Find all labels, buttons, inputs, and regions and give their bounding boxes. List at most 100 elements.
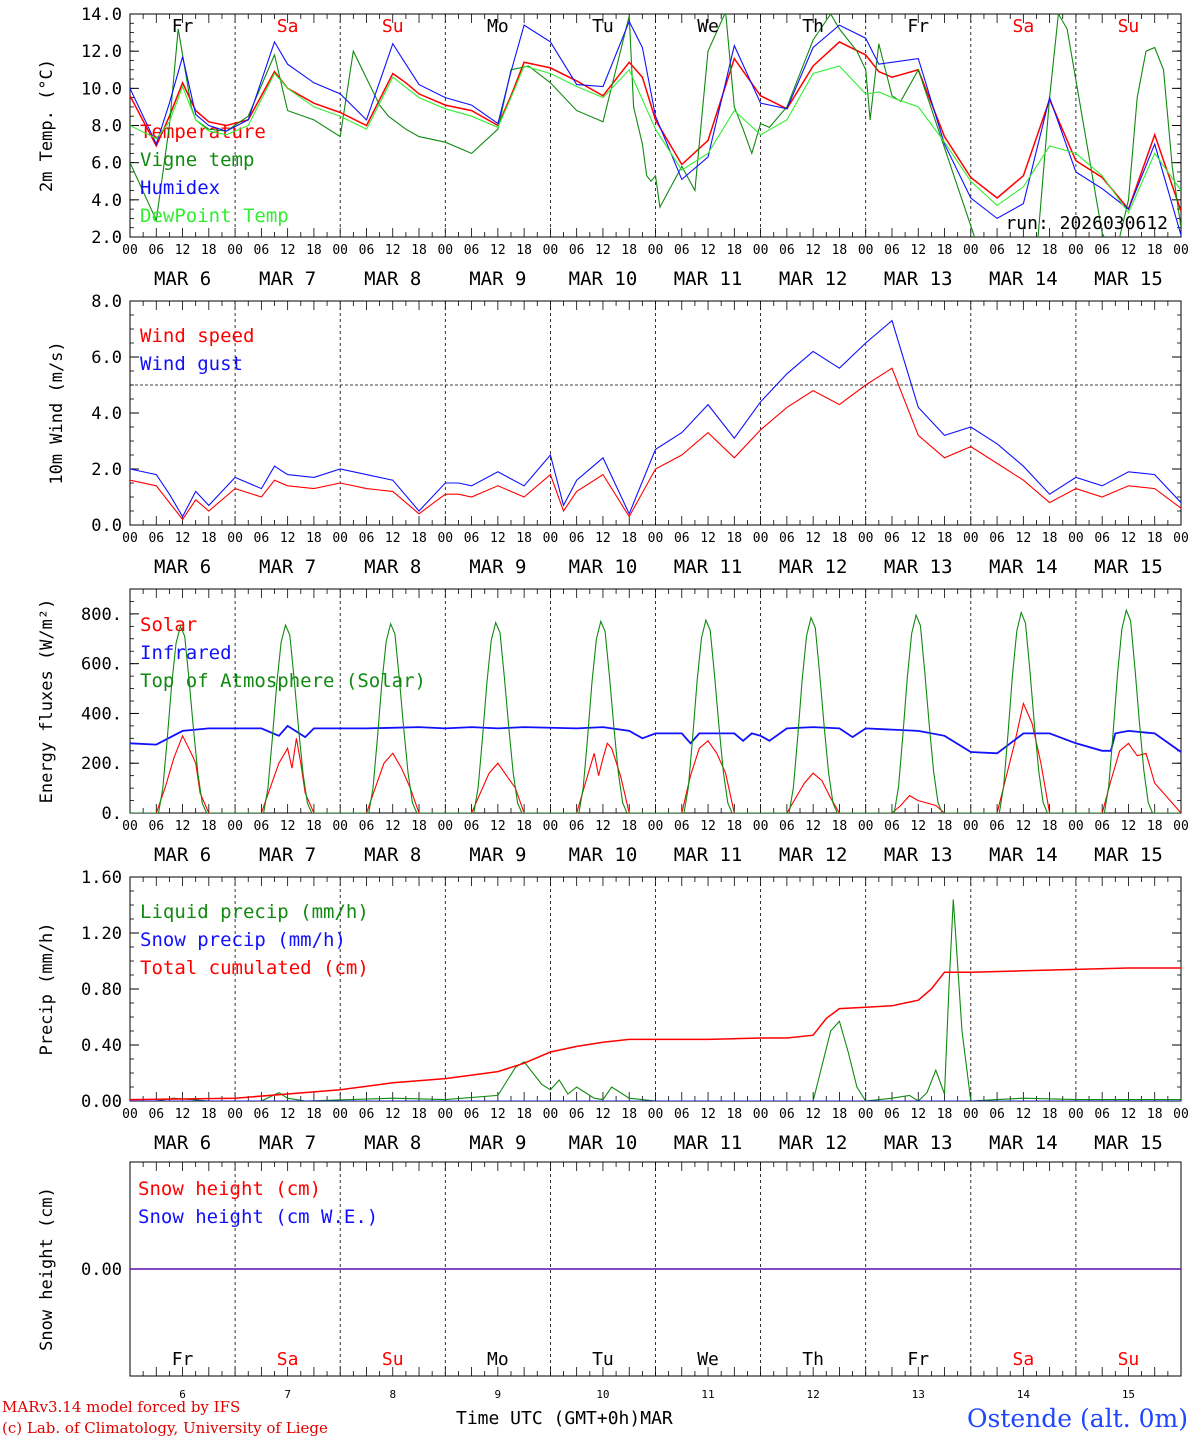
- hour-tick-label: 18: [726, 243, 742, 258]
- hour-tick-label: 12: [805, 531, 821, 546]
- series-line-infrared: [130, 724, 1181, 755]
- day-label: MAR 10: [569, 556, 638, 578]
- hour-tick-label: 00: [332, 819, 348, 834]
- hour-tick-label: 18: [306, 819, 322, 834]
- y-axis-label: 10m Wind (m/s): [47, 341, 67, 484]
- day-label: MAR 7: [259, 556, 316, 578]
- hour-tick-label: 18: [832, 819, 848, 834]
- hour-tick-label: 06: [464, 243, 480, 258]
- y-tick-label: 6.0: [91, 348, 122, 368]
- hour-tick-label: 06: [1094, 1107, 1110, 1122]
- day-label: MAR 12: [779, 1132, 848, 1154]
- legend-entry: Temperature: [140, 121, 266, 143]
- day-label: MAR 9: [469, 556, 526, 578]
- series-line-humidex: [130, 20, 1181, 236]
- weekday-label-top: Mo: [487, 16, 509, 37]
- hour-tick-label: 12: [385, 243, 401, 258]
- hour-tick-label: 12: [490, 243, 506, 258]
- hour-tick-label: 00: [858, 243, 874, 258]
- hour-tick-label: 12: [805, 243, 821, 258]
- hour-tick-label: 12: [1016, 243, 1032, 258]
- hour-tick-label: 00: [543, 819, 559, 834]
- day-label: MAR 9: [469, 1132, 526, 1154]
- hour-tick-label: 18: [516, 819, 532, 834]
- day-label: MAR 14: [989, 268, 1058, 290]
- hour-tick-label: 12: [700, 243, 716, 258]
- legend-entry: Snow height (cm W.E.): [138, 1206, 378, 1228]
- day-number-label: 6: [179, 1388, 186, 1401]
- hour-tick-label: 12: [175, 1107, 191, 1122]
- hour-tick-label: 06: [148, 819, 164, 834]
- day-label: MAR 7: [259, 844, 316, 866]
- day-label: MAR 13: [884, 844, 953, 866]
- y-tick-label: 200.: [81, 754, 122, 774]
- weekday-label-bottom: Sa: [277, 1349, 299, 1370]
- hour-tick-label: 12: [910, 531, 926, 546]
- weekday-label-bottom: Su: [1118, 1349, 1140, 1370]
- hour-tick-label: 06: [569, 819, 585, 834]
- day-number-label: 14: [1017, 1388, 1031, 1401]
- hour-tick-label: 12: [385, 819, 401, 834]
- hour-tick-label: 00: [753, 819, 769, 834]
- hour-tick-label: 00: [963, 1107, 979, 1122]
- series-line-dewpoint-temp: [130, 65, 1181, 214]
- weekday-label-top: Su: [382, 16, 404, 37]
- hour-tick-label: 06: [884, 243, 900, 258]
- weekday-label-top: Fr: [907, 16, 929, 37]
- hour-tick-label: 06: [464, 531, 480, 546]
- hour-tick-label: 00: [437, 243, 453, 258]
- hour-tick-label: 12: [280, 243, 296, 258]
- hour-tick-label: 12: [595, 1107, 611, 1122]
- hour-tick-label: 00: [122, 819, 138, 834]
- day-label: MAR 15: [1094, 268, 1163, 290]
- hour-tick-label: 18: [201, 531, 217, 546]
- hour-tick-label: 00: [1173, 819, 1189, 834]
- hour-tick-label: 06: [254, 243, 270, 258]
- legend-entry: Total cumulated (cm): [140, 957, 369, 979]
- hour-tick-label: 12: [595, 819, 611, 834]
- hour-tick-label: 06: [674, 1107, 690, 1122]
- series-line-solar: [130, 701, 1181, 813]
- series-line-temperature: [130, 41, 1181, 212]
- legend-entry: Liquid precip (mm/h): [140, 901, 369, 923]
- hour-tick-label: 06: [779, 819, 795, 834]
- hour-tick-label: 18: [621, 531, 637, 546]
- day-label: MAR 12: [779, 268, 848, 290]
- hour-tick-label: 18: [937, 1107, 953, 1122]
- legend-entry: Vigne temp: [140, 149, 254, 171]
- hour-tick-label: 06: [254, 531, 270, 546]
- hour-tick-label: 00: [332, 531, 348, 546]
- hour-tick-label: 00: [858, 1107, 874, 1122]
- legend-entry: DewPoint Temp: [140, 205, 289, 227]
- day-label: MAR 12: [779, 556, 848, 578]
- hour-tick-label: 18: [621, 243, 637, 258]
- y-tick-label: 0.0: [91, 516, 122, 536]
- hour-tick-label: 06: [989, 819, 1005, 834]
- y-tick-label: 12.0: [81, 42, 122, 62]
- series-line-total-cumulated-cm: [130, 967, 1181, 1101]
- hour-tick-label: 06: [464, 819, 480, 834]
- hour-tick-label: 12: [490, 1107, 506, 1122]
- hour-tick-label: 06: [254, 1107, 270, 1122]
- hour-tick-label: 00: [332, 1107, 348, 1122]
- weekday-label-top: We: [697, 16, 719, 37]
- hour-tick-label: 00: [753, 1107, 769, 1122]
- hour-tick-label: 00: [1068, 1107, 1084, 1122]
- y-tick-label: 0.80: [81, 980, 122, 1000]
- legend-entry: Top of Atmosphere (Solar): [140, 670, 426, 692]
- hour-tick-label: 12: [805, 819, 821, 834]
- hour-tick-label: 00: [1068, 531, 1084, 546]
- hour-tick-label: 18: [832, 1107, 848, 1122]
- hour-tick-label: 00: [858, 531, 874, 546]
- hour-tick-label: 18: [937, 819, 953, 834]
- hour-tick-label: 06: [989, 243, 1005, 258]
- hour-tick-label: 18: [832, 531, 848, 546]
- day-label: MAR 8: [364, 268, 421, 290]
- station-name: Ostende (alt. 0m): [967, 1404, 1188, 1433]
- hour-tick-label: 06: [884, 531, 900, 546]
- legend-entry: Humidex: [140, 177, 220, 199]
- day-label: MAR 15: [1094, 844, 1163, 866]
- hour-tick-label: 06: [884, 819, 900, 834]
- hour-tick-label: 00: [437, 531, 453, 546]
